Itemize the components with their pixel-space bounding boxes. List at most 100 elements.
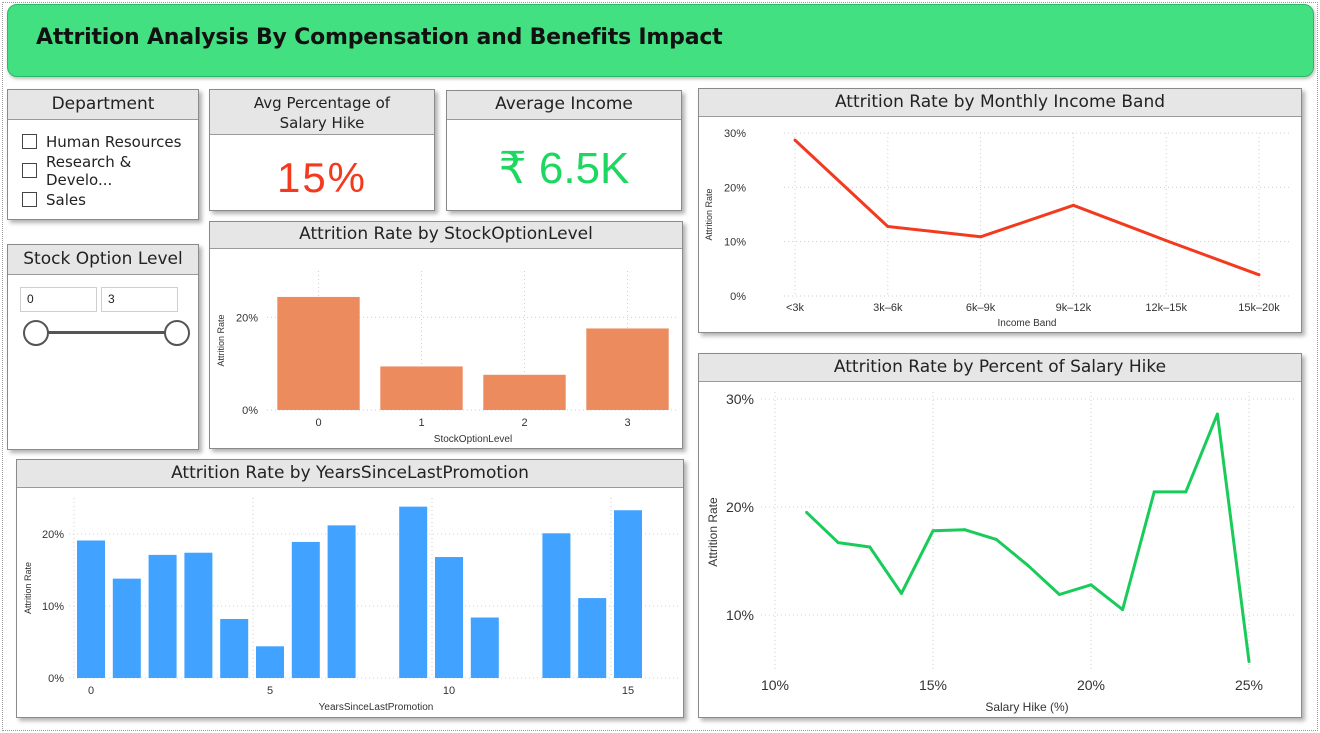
data-point xyxy=(994,537,998,541)
bar xyxy=(483,374,566,410)
years-promotion-chart-title: Attrition Rate by YearsSinceLastPromotio… xyxy=(17,460,683,488)
stock-range-min-handle[interactable] xyxy=(23,320,49,346)
x-axis-title: YearsSinceLastPromotion xyxy=(319,702,434,713)
data-point xyxy=(1057,592,1061,596)
stock-option-slicer: Stock Option Level xyxy=(7,244,199,450)
y-tick-label: 30% xyxy=(724,128,746,140)
income-band-chart-title: Attrition Rate by Monthly Income Band xyxy=(699,89,1301,117)
bar xyxy=(586,328,669,410)
kpi-salary-hike-card: Avg Percentage of Salary Hike 15% xyxy=(209,89,435,211)
salary-hike-chart-card: Attrition Rate by Percent of Salary Hike… xyxy=(698,353,1302,718)
bar xyxy=(256,646,284,678)
department-option-label: Human Resources xyxy=(46,132,182,151)
y-axis-title: Attrition Rate xyxy=(216,314,226,366)
department-option-label: Research & Develo... xyxy=(46,152,132,189)
data-point xyxy=(899,591,903,595)
income-band-chart: 0% 10% 20% 30% <3k 3k–6k 6k–9k 9k–12k 12k–15k 15k… xyxy=(704,128,1289,329)
x-tick-label: 15% xyxy=(919,677,947,693)
x-tick-label: <3k xyxy=(786,302,805,314)
x-tick-label: 20% xyxy=(1077,677,1105,693)
bar xyxy=(435,557,463,678)
x-tick-label: 0 xyxy=(88,685,94,697)
y-tick-label: 20% xyxy=(726,499,754,515)
data-point xyxy=(1247,659,1251,663)
bar xyxy=(77,540,105,678)
x-tick-label: 3 xyxy=(624,417,630,429)
kpi-average-income-title: Average Income xyxy=(447,91,681,120)
y-axis-title: Attrition Rate xyxy=(23,562,33,614)
bar xyxy=(112,578,141,678)
bar xyxy=(399,506,428,678)
data-point xyxy=(1164,239,1168,243)
data-point xyxy=(1257,273,1261,277)
report-header: Attrition Analysis By Compensation and B… xyxy=(7,4,1314,77)
stock-option-chart-title: Attrition Rate by StockOptionLevel xyxy=(210,222,682,249)
bar xyxy=(220,618,249,678)
kpi-salary-hike-value: 15% xyxy=(276,154,368,201)
data-point xyxy=(979,235,983,239)
y-tick-label: 0% xyxy=(242,405,258,417)
y-tick-label: 10% xyxy=(724,237,746,249)
y-axis-title: Attrition Rate xyxy=(706,497,720,567)
y-tick-label: 20% xyxy=(42,529,64,541)
x-tick-label: 9k–12k xyxy=(1056,302,1092,314)
department-option-sales[interactable]: Sales xyxy=(22,185,198,214)
checkbox[interactable] xyxy=(22,134,37,149)
department-option-hr[interactable]: Human Resources xyxy=(22,127,198,156)
y-tick-label: 20% xyxy=(236,312,258,324)
x-tick-label: 25% xyxy=(1235,677,1263,693)
stock-range-max-input[interactable]: 3 xyxy=(101,287,178,312)
stock-range-max-handle[interactable] xyxy=(164,320,190,346)
y-tick-label: 20% xyxy=(724,182,746,194)
report-title: Attrition Analysis By Compensation and B… xyxy=(36,25,723,50)
x-tick-label: 2 xyxy=(521,417,527,429)
y-tick-label: 0% xyxy=(48,673,64,685)
stock-range-min-input[interactable]: 0 xyxy=(20,287,97,312)
data-point xyxy=(1089,583,1093,587)
years-promotion-chart-card: Attrition Rate by YearsSinceLastPromotio… xyxy=(16,459,684,718)
data-point xyxy=(1121,608,1125,612)
data-point xyxy=(886,224,890,228)
data-point xyxy=(836,541,840,545)
y-tick-label: 0% xyxy=(730,291,746,303)
x-tick-label: 10 xyxy=(443,685,455,697)
bar xyxy=(470,617,499,678)
stock-option-slicer-title: Stock Option Level xyxy=(8,245,198,275)
bar xyxy=(327,525,356,678)
years-promotion-chart: 0% 10% 20% 0 5 10 15 YearsSinceLastPromotion Att… xyxy=(23,498,679,713)
x-tick-label: 6k–9k xyxy=(966,302,996,314)
data-point xyxy=(805,510,809,514)
kpi-salary-hike-title: Avg Percentage of Salary Hike xyxy=(210,90,434,135)
data-point xyxy=(868,545,872,549)
kpi-average-income-value: ₹ 6.5K xyxy=(498,144,630,193)
data-point xyxy=(963,528,967,532)
stock-option-chart-card: Attrition Rate by StockOptionLevel 0% 20%… xyxy=(209,221,683,449)
y-tick-label: 30% xyxy=(726,391,754,407)
bar xyxy=(380,366,463,410)
x-tick-label: 5 xyxy=(267,685,273,697)
y-axis-title: Attrition Rate xyxy=(704,188,714,240)
y-tick-label: 10% xyxy=(726,607,754,623)
x-axis-title: Salary Hike (%) xyxy=(985,700,1068,714)
data-point xyxy=(1026,563,1030,567)
series-line xyxy=(805,412,1251,662)
data-point xyxy=(1071,203,1075,207)
bar xyxy=(148,554,177,678)
kpi-average-income-card: Average Income ₹ 6.5K xyxy=(446,90,682,211)
x-tick-label: 1 xyxy=(418,417,424,429)
data-point xyxy=(1184,490,1188,494)
checkbox[interactable] xyxy=(22,192,37,207)
x-tick-label: 15 xyxy=(622,685,634,697)
x-tick-label: 15k–20k xyxy=(1238,302,1280,314)
bar xyxy=(291,541,320,678)
data-point xyxy=(1215,412,1219,416)
department-option-rd[interactable]: Research & Develo... xyxy=(22,153,198,189)
y-tick-label: 10% xyxy=(42,601,64,613)
x-tick-label: 3k–6k xyxy=(873,302,903,314)
bar xyxy=(578,598,607,678)
checkbox[interactable] xyxy=(22,163,37,178)
department-slicer-title: Department xyxy=(8,90,198,120)
x-tick-label: 10% xyxy=(761,677,789,693)
stock-range-slider-track[interactable] xyxy=(36,331,177,334)
